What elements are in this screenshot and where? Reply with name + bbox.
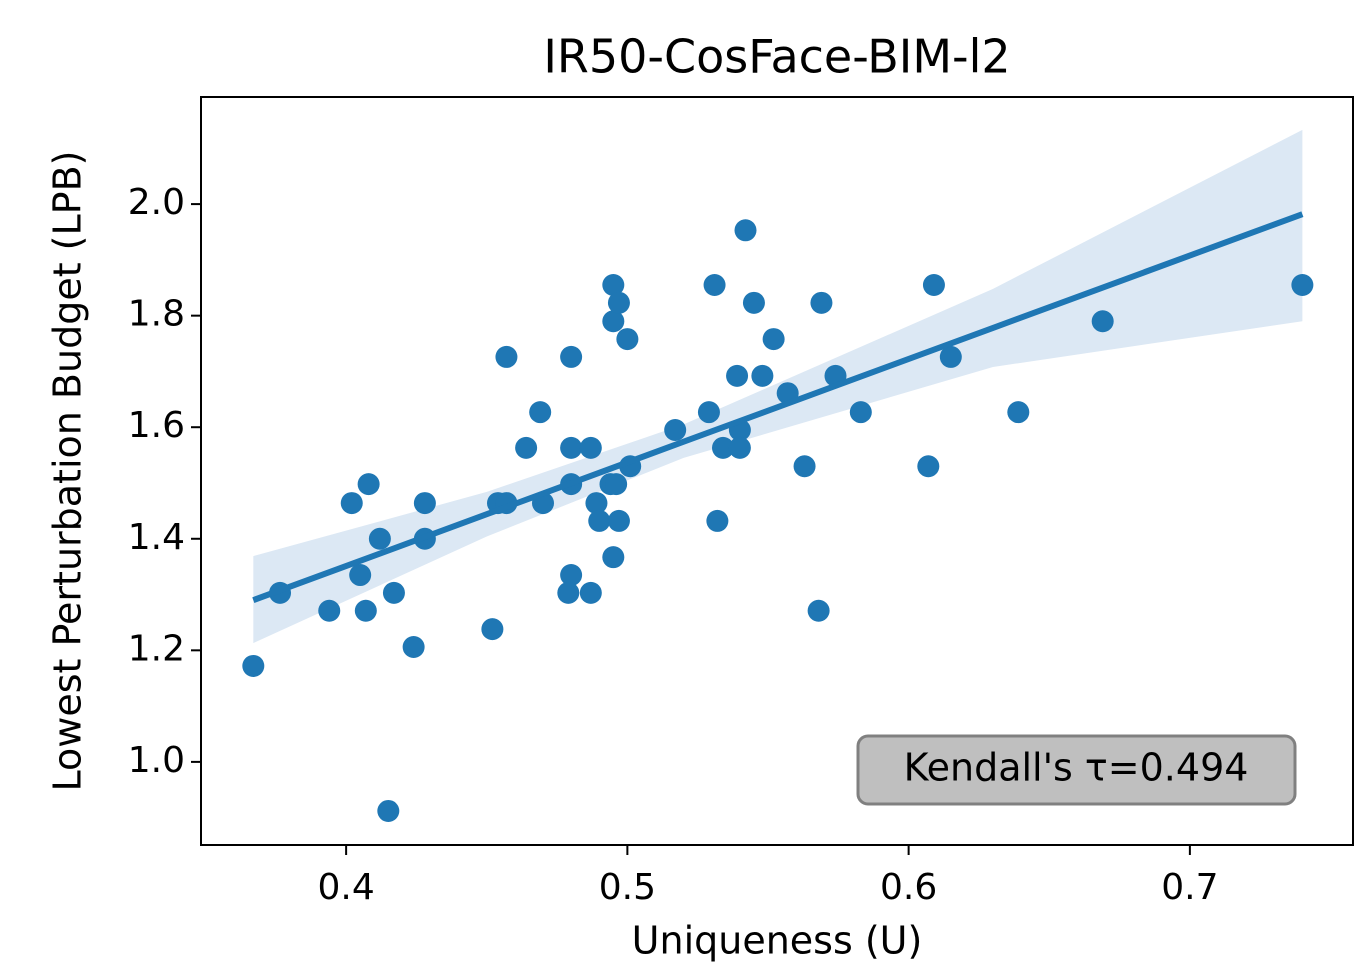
scatter-point: [607, 509, 630, 532]
scatter-point: [917, 455, 940, 478]
scatter-point: [318, 599, 341, 622]
scatter-point: [939, 345, 962, 368]
y-tick-label: 1.4: [128, 517, 185, 558]
scatter-point: [703, 273, 726, 296]
scatter-point: [664, 419, 687, 442]
scatter-point: [728, 436, 751, 459]
scatter-point: [357, 473, 380, 496]
scatter-point: [751, 364, 774, 387]
scatter-point: [349, 564, 372, 587]
scatter-point: [712, 436, 734, 459]
scatter-point: [560, 564, 583, 587]
annotation-box: [856, 734, 1297, 806]
x-tick-label: 0.4: [317, 867, 374, 908]
scatter-point: [402, 635, 425, 658]
scatter-point: [557, 581, 580, 604]
x-axis-label: Uniqueness (U): [632, 919, 923, 963]
scatter-point: [602, 273, 625, 296]
scatter-point: [726, 364, 749, 387]
scatter-point: [413, 492, 436, 515]
confidence-band: [253, 129, 1303, 644]
scatter-point: [515, 436, 538, 459]
scatter-point: [602, 310, 625, 333]
y-tick-label: 1.8: [128, 294, 185, 335]
scatter-point: [354, 599, 377, 622]
scatter-point: [340, 492, 363, 515]
scatter-point: [585, 492, 608, 515]
scatter-point: [602, 546, 625, 569]
y-tick-label: 1.2: [128, 628, 185, 669]
scatter-point: [377, 799, 400, 822]
scatter-point: [605, 473, 628, 496]
scatter-point: [734, 219, 757, 242]
y-tick-label: 1.0: [128, 740, 185, 781]
annotation: Kendall's τ=0.494: [904, 746, 1249, 790]
scatter-point: [242, 654, 265, 677]
scatter-point: [807, 599, 830, 622]
y-tick-label: 2.0: [128, 182, 185, 223]
scatter-point: [793, 455, 816, 478]
scatter-point: [382, 581, 405, 604]
scatter-point: [579, 436, 602, 459]
scatter-point: [616, 328, 639, 351]
scatter-point: [1091, 310, 1114, 333]
scatter-point: [495, 345, 518, 368]
scatter-point: [1291, 273, 1314, 296]
scatter-point: [529, 401, 552, 424]
scatter-point: [560, 436, 583, 459]
scatter-point: [697, 401, 720, 424]
scatter-point: [849, 401, 872, 424]
scatter-point: [706, 509, 729, 532]
scatter-point: [810, 291, 833, 314]
x-tick-label: 0.5: [599, 867, 656, 908]
x-tick-label: 0.6: [880, 867, 937, 908]
plot-frame: [200, 96, 1354, 846]
scatter-point: [607, 291, 630, 314]
scatter-point: [762, 328, 785, 351]
scatter-point: [579, 581, 602, 604]
y-axis-label: Lowest Perturbation Budget (LPB): [46, 151, 90, 792]
scatter-point: [368, 527, 391, 550]
y-tick-label: 1.6: [128, 405, 185, 446]
scatter-point: [922, 273, 945, 296]
scatter-point: [1007, 401, 1030, 424]
scatter-point: [588, 509, 611, 532]
regression-line: [252, 211, 1304, 603]
scatter-point: [481, 618, 504, 641]
scatter-point: [560, 345, 583, 368]
scatter-point: [742, 291, 765, 314]
x-tick-label: 0.7: [1161, 867, 1218, 908]
chart-title: IR50-CosFace-BIM-l2: [543, 30, 1010, 84]
